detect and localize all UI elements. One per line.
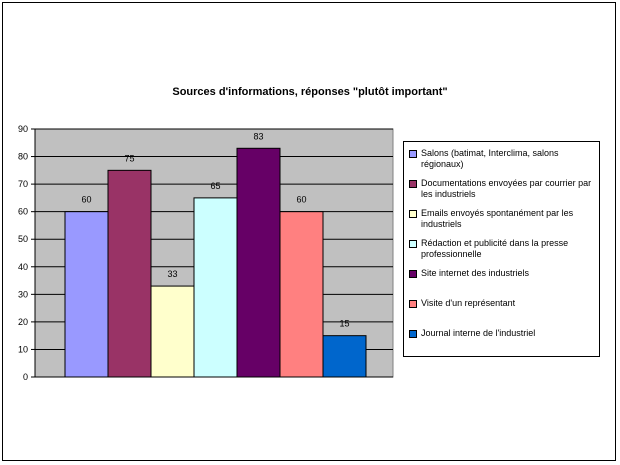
- legend-swatch: [409, 180, 417, 188]
- legend-item: Emails envoyés spontanément par les indu…: [409, 208, 595, 230]
- y-tick-label: 30: [18, 289, 28, 299]
- y-tick-label: 80: [18, 152, 28, 162]
- chart-legend: Salons (batimat, Interclima, salons régi…: [403, 141, 600, 357]
- y-tick-label: 50: [18, 234, 28, 244]
- legend-item: Journal interne de l'industriel: [409, 328, 595, 339]
- y-tick-label: 90: [18, 124, 28, 134]
- legend-label: Documentations envoyées par courrier par…: [421, 178, 592, 199]
- y-tick-label: 40: [18, 262, 28, 272]
- bar: [107, 169, 152, 378]
- legend-swatch: [409, 330, 417, 338]
- data-label: 60: [296, 195, 306, 205]
- legend-swatch: [409, 240, 417, 248]
- legend-item: Rédaction et publicité dans la presse pr…: [409, 238, 595, 260]
- y-tick-label: 70: [18, 179, 28, 189]
- legend-item: Salons (batimat, Interclima, salons régi…: [409, 148, 595, 170]
- legend-label: Site internet des industriels: [421, 268, 530, 278]
- y-tick-label: 60: [18, 207, 28, 217]
- bar: [150, 285, 195, 378]
- legend-swatch: [409, 270, 417, 278]
- data-label: 33: [167, 269, 177, 279]
- bar: [279, 211, 324, 378]
- y-tick-label: 10: [18, 344, 28, 354]
- legend-label: Rédaction et publicité dans la presse pr…: [421, 238, 569, 259]
- bar: [322, 335, 367, 378]
- legend-item: Site internet des industriels: [409, 268, 595, 279]
- legend-item: Documentations envoyées par courrier par…: [409, 178, 595, 200]
- data-label: 65: [210, 181, 220, 191]
- data-label: 75: [124, 153, 134, 163]
- legend-swatch: [409, 150, 417, 158]
- y-tick-label: 20: [18, 317, 28, 327]
- legend-label: Journal interne de l'industriel: [421, 328, 536, 338]
- bar: [193, 197, 238, 378]
- data-label: 15: [339, 319, 349, 329]
- bar: [64, 211, 109, 378]
- data-label: 83: [253, 131, 263, 141]
- legend-label: Salons (batimat, Interclima, salons régi…: [421, 148, 559, 169]
- legend-swatch: [409, 300, 417, 308]
- legend-label: Visite d'un représentant: [421, 298, 516, 308]
- legend-item: Visite d'un représentant: [409, 298, 595, 309]
- chart-title: Sources d'informations, réponses "plutôt…: [172, 86, 448, 98]
- y-tick-label: 0: [23, 372, 28, 382]
- legend-label: Emails envoyés spontanément par les indu…: [421, 208, 574, 229]
- data-label: 60: [81, 195, 91, 205]
- bar: [236, 147, 281, 378]
- legend-swatch: [409, 210, 417, 218]
